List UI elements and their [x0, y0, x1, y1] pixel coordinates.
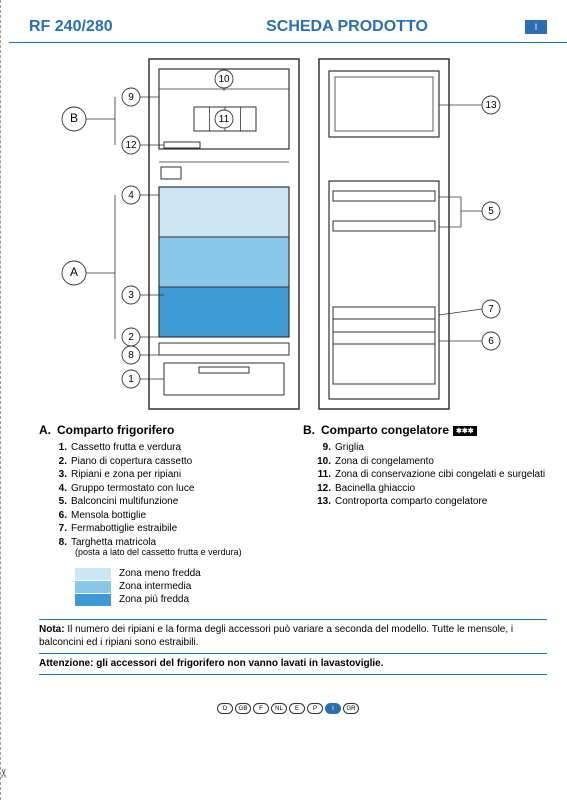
legend-item: 3.Ripiani e zona per ripiani [39, 468, 283, 482]
legend-item-text: Bacinella ghiaccio [335, 482, 547, 496]
language-badge: GR [343, 703, 359, 714]
svg-text:1: 1 [128, 374, 134, 385]
model-number: RF 240/280 [29, 18, 169, 36]
legend-item-text: Griglia [335, 441, 547, 455]
cold-zone-swatch [75, 594, 111, 606]
section-a-letter: A. [39, 423, 51, 437]
svg-text:10: 10 [218, 74, 230, 85]
language-badge: GB [235, 703, 251, 714]
cold-zone-legend: Zona meno fredda Zona intermedia Zona più … [39, 568, 283, 606]
section-b-title: Comparto congelatore [321, 423, 449, 437]
notes-section: Nota: Il numero dei ripiani e la forma d… [9, 607, 567, 675]
legend-item-text: Zona di conservazione cibi congelati e s… [335, 468, 547, 482]
svg-text:6: 6 [488, 336, 494, 347]
language-badges: DGBFNLEPIGR [9, 701, 567, 714]
legend-item-number: 13. [313, 495, 335, 509]
divider [39, 653, 547, 654]
legend-item-text: Ripiani e zona per ripiani [71, 468, 283, 482]
legend-item: 4.Gruppo termostato con luce [39, 482, 283, 496]
svg-text:5: 5 [488, 206, 494, 217]
svg-text:2: 2 [128, 332, 134, 343]
svg-text:3: 3 [128, 290, 134, 301]
legend-item: 9.Griglia [303, 441, 547, 455]
legend-item-number: 6. [49, 509, 71, 523]
legend-item-number: 3. [49, 468, 71, 482]
product-diagram: BA12348912567131011 [19, 47, 557, 417]
legend-item-text: Piano di copertura cassetto [71, 455, 283, 469]
language-badge: P [307, 703, 323, 714]
divider [39, 619, 547, 620]
legend-item-number: 10. [313, 455, 335, 469]
legend-item: 10.Zona di congelamento [303, 455, 547, 469]
scissor-icon: ✂ [0, 768, 11, 778]
svg-text:11: 11 [219, 114, 230, 125]
cold-zone-row: Zona meno fredda [75, 568, 283, 580]
legend-item: 5.Balconcini multifunzione [39, 495, 283, 509]
legend-item-text: Balconcini multifunzione [71, 495, 283, 509]
legend-area: A. Comparto frigorifero 1.Cassetto frutta… [9, 417, 567, 607]
language-badge: I [325, 703, 341, 714]
legend-item: 13.Controporta comparto congelatore [303, 495, 547, 509]
freezer-star-rating: ✱✱✱ [453, 426, 477, 436]
legend-item-number: 1. [49, 441, 71, 455]
legend-item: 12.Bacinella ghiaccio [303, 482, 547, 496]
svg-text:4: 4 [128, 190, 134, 201]
legend-item-number: 4. [49, 482, 71, 496]
legend-item-number: 2. [49, 455, 71, 469]
language-flag: I [525, 20, 547, 34]
warning-text: Attenzione: gli accessori del frigorifer… [39, 657, 547, 670]
section-a-title: Comparto frigorifero [57, 423, 174, 437]
svg-text:13: 13 [485, 100, 497, 111]
cold-zone-label: Zona intermedia [119, 581, 191, 592]
divider [39, 674, 547, 675]
legend-item: 7.Fermabottiglie estraibile [39, 522, 283, 536]
legend-item-number: 5. [49, 495, 71, 509]
language-badge: D [217, 703, 233, 714]
legend-item-number: 8. [49, 536, 71, 550]
cold-zone-row: Zona più fredda [75, 594, 283, 606]
language-badge: F [253, 703, 269, 714]
header: RF 240/280 SCHEDA PRODOTTO I [9, 0, 567, 43]
legend-item-text: Zona di congelamento [335, 455, 547, 469]
legend-item-text: Mensola bottiglie [71, 509, 283, 523]
language-badge: NL [271, 703, 287, 714]
legend-item-number: 12. [313, 482, 335, 496]
legend-item-text: Gruppo termostato con luce [71, 482, 283, 496]
svg-text:12: 12 [125, 140, 137, 151]
svg-text:A: A [70, 265, 78, 279]
svg-text:B: B [70, 111, 78, 125]
section-b-letter: B. [303, 423, 315, 437]
legend-item-number: 11. [313, 468, 335, 482]
section-a: A. Comparto frigorifero 1.Cassetto frutta… [39, 423, 283, 607]
cold-zone-label: Zona meno fredda [119, 568, 201, 579]
section-b: B. Comparto congelatore ✱✱✱ 9.Griglia10.Zo… [303, 423, 547, 607]
note-text: Il numero dei ripiani e la forma degli a… [39, 624, 513, 648]
legend-item: 6.Mensola bottiglie [39, 509, 283, 523]
legend-item-text: Fermabottiglie estraibile [71, 522, 283, 536]
legend-item-text: Cassetto frutta e verdura [71, 441, 283, 455]
legend-item: 1.Cassetto frutta e verdura [39, 441, 283, 455]
cold-zone-swatch [75, 581, 111, 593]
svg-text:7: 7 [488, 304, 494, 315]
svg-text:8: 8 [128, 350, 134, 361]
page-title: SCHEDA PRODOTTO [169, 18, 525, 36]
cold-zone-row: Zona intermedia [75, 581, 283, 593]
legend-item-number: 9. [313, 441, 335, 455]
cold-zone-label: Zona più fredda [119, 594, 189, 605]
language-badge: E [289, 703, 305, 714]
legend-item-text: Controporta comparto congelatore [335, 495, 547, 509]
cold-zone-swatch [75, 568, 111, 580]
legend-item-number: 7. [49, 522, 71, 536]
legend-item: 2.Piano di copertura cassetto [39, 455, 283, 469]
legend-item: 11.Zona di conservazione cibi congelati … [303, 468, 547, 482]
note-label: Nota: [39, 624, 65, 635]
svg-text:9: 9 [128, 92, 134, 103]
